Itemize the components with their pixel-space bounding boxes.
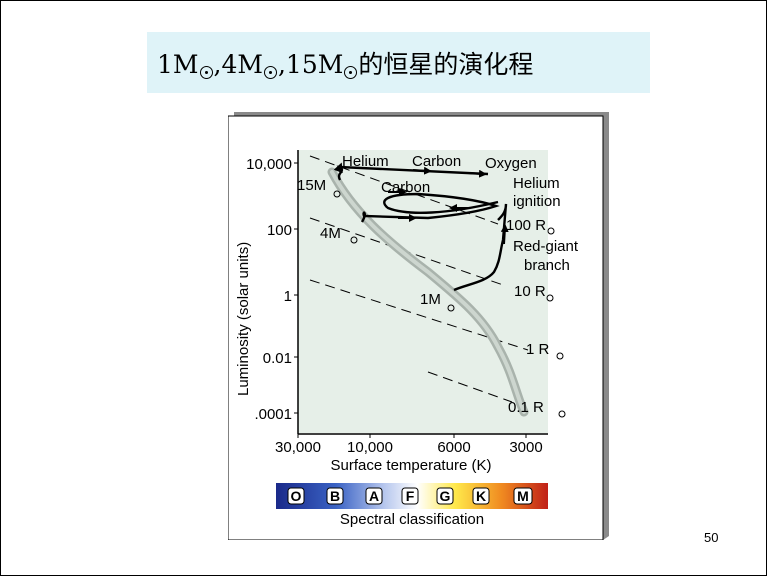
spectral-class-box: [326, 487, 344, 505]
label-carbon-top: Carbon: [412, 153, 461, 170]
slide-title: 1M ,4M ,15M 的恒星的演化程: [157, 45, 533, 81]
y-tick-label: 100: [267, 222, 292, 239]
x-tick-label: 30,000: [275, 439, 321, 456]
track-1m-arrow: [500, 224, 509, 245]
radius-label-100: 100 R: [506, 217, 546, 234]
x-tick-label: 6000: [437, 439, 470, 456]
solar-mass-symbol-icon: [199, 66, 213, 79]
solar-symbol-icon: [350, 236, 358, 244]
solar-mass-symbol-icon: [344, 66, 358, 79]
mass-label-1m: 1M: [420, 291, 441, 308]
spectral-class-b: B: [330, 488, 340, 504]
title-box: 1M ,4M ,15M 的恒星的演化程: [147, 32, 650, 93]
spectral-class-f: F: [406, 488, 415, 504]
label-red-giant-1: Red-giant: [513, 238, 579, 255]
spectral-class-g: G: [440, 488, 451, 504]
track-15m-arrow: [412, 166, 432, 175]
label-red-giant-2: branch: [524, 257, 570, 274]
title-part-1: 1M: [157, 50, 199, 79]
solar-symbol-icon: [547, 227, 555, 235]
mass-label-4m: 4M: [320, 225, 341, 242]
solar-symbol-icon: [447, 304, 455, 312]
main-sequence-highlight: [330, 170, 526, 414]
title-part-4: 的恒星的演化程: [358, 50, 534, 79]
spectral-class-box: [513, 487, 533, 505]
title-part-3: ,15M: [277, 50, 344, 79]
spectral-class-o: O: [291, 488, 302, 504]
radius-label-1: 1 R: [526, 341, 550, 358]
label-helium: Helium: [342, 153, 389, 170]
y-tick-label: 1: [284, 288, 292, 305]
spectral-class-k: K: [476, 488, 486, 504]
solar-symbol-icon: [556, 352, 564, 360]
spectral-class-box: [401, 487, 419, 505]
solar-symbol-icon: [558, 410, 566, 418]
spectral-label: Spectral classification: [340, 511, 484, 528]
hr-diagram: 10,000 100 1 0.01 .0001 Luminosity (sola…: [227, 112, 609, 541]
radius-line-1: [309, 279, 529, 351]
track-4m: [360, 192, 500, 223]
title-part-2: ,4M: [213, 50, 263, 79]
spectral-class-box: [365, 487, 383, 505]
x-axis-label: Surface temperature (K): [331, 457, 492, 474]
mass-label-15m: 15M: [297, 177, 326, 194]
x-tick-label: 3000: [509, 439, 542, 456]
y-tick-label: 10,000: [246, 156, 292, 173]
y-tick-label: 0.01: [263, 350, 292, 367]
radius-label-0-1: 0.1 R: [508, 399, 544, 416]
spectral-class-box: [472, 487, 490, 505]
track-15m-arrow: [467, 169, 487, 178]
label-helium-ignition-1: Helium: [513, 175, 560, 192]
spectral-class-a: A: [369, 488, 379, 504]
page-number: 50: [704, 530, 719, 545]
y-axis-label: Luminosity (solar units): [235, 242, 252, 396]
solar-mass-symbol-icon: [263, 66, 277, 79]
y-tick-label: .0001: [254, 406, 292, 423]
hr-diagram-card: 10,000 100 1 0.01 .0001 Luminosity (sola…: [227, 112, 609, 541]
radius-label-10: 10 R: [514, 283, 546, 300]
track-15m: [333, 162, 489, 181]
solar-symbol-icon: [333, 190, 341, 198]
label-carbon-mid: Carbon: [381, 179, 430, 196]
x-tick-label: 10,000: [347, 439, 393, 456]
track-1m: [453, 203, 508, 292]
label-helium-ignition-2: ignition: [513, 193, 561, 210]
spectral-class-box: [436, 487, 454, 505]
solar-symbol-icon: [546, 294, 554, 302]
spectral-class-box: [287, 487, 305, 505]
spectral-class-m: M: [517, 488, 529, 504]
label-oxygen: Oxygen: [485, 155, 537, 172]
